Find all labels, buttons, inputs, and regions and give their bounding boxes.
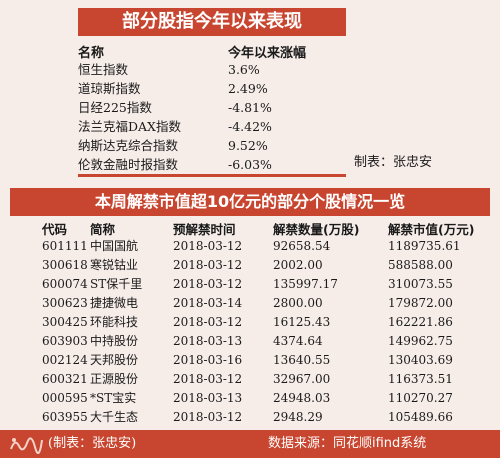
unlock-shares: 24948.03 xyxy=(273,391,331,405)
unlock-value: 116373.51 xyxy=(388,372,453,386)
unlock-date: 2018-03-12 xyxy=(173,258,243,272)
table1-header: 名称 今年以来涨幅 xyxy=(78,42,346,61)
unlock-shares: 2800.00 xyxy=(273,296,323,310)
stock-name: 中国国航 xyxy=(90,239,139,253)
index-change: -4.42% xyxy=(228,119,272,134)
table-row: 000595 *ST宝实 2018-03-13 24948.03 110270.… xyxy=(10,389,490,408)
table1-row: 伦敦金融时报指数 -6.03% xyxy=(78,155,346,174)
index-change: -4.81% xyxy=(228,100,272,115)
footer-credit: (制表：张忠安) xyxy=(48,436,137,451)
stock-name: ST保千里 xyxy=(90,277,143,291)
header-unlock-shares: 解禁数量(万股) xyxy=(273,222,360,237)
unlock-shares: 16125.43 xyxy=(273,315,331,329)
stock-code: 300425 xyxy=(42,315,88,329)
table1-row: 道琼斯指数 2.49% xyxy=(78,79,346,98)
index-change: 2.49% xyxy=(228,81,268,96)
unlock-shares: 2948.29 xyxy=(273,410,323,424)
table1-row: 日经225指数 -4.81% xyxy=(78,98,346,117)
stock-code: 300623 xyxy=(42,296,88,310)
stock-code: 600074 xyxy=(42,277,88,291)
unlock-shares: 32967.00 xyxy=(273,372,331,386)
unlock-date: 2018-03-12 xyxy=(173,277,243,291)
table1-row: 纳斯达克综合指数 9.52% xyxy=(78,136,346,155)
table-row: 002124 天邦股份 2018-03-16 13640.55 130403.6… xyxy=(10,351,490,370)
unlock-date: 2018-03-13 xyxy=(173,334,243,348)
table1-title: 部分股指今年以来表现 xyxy=(78,8,346,36)
table1-row: 恒生指数 3.6% xyxy=(78,60,346,79)
index-name: 纳斯达克综合指数 xyxy=(78,138,179,153)
index-name: 日经225指数 xyxy=(78,100,152,115)
stock-name: 环能科技 xyxy=(90,315,139,329)
unlock-value: 105489.66 xyxy=(388,410,453,424)
table-row: 603903 中持股份 2018-03-13 4374.64 149962.75 xyxy=(10,332,490,351)
header-unlock-value: 解禁市值(万元) xyxy=(388,222,475,237)
table2-title: 本周解禁市值超10亿元的部分个股情况一览 xyxy=(10,188,490,216)
newspaper-logo-icon xyxy=(10,437,43,454)
unlock-date: 2018-03-16 xyxy=(173,353,243,367)
unlock-shares: 2002.00 xyxy=(273,258,323,272)
stock-code: 601111 xyxy=(42,239,88,253)
unlock-date: 2018-03-12 xyxy=(173,239,243,253)
index-name: 伦敦金融时报指数 xyxy=(78,157,179,172)
table2-header: 代码 简称 预解禁时间 解禁数量(万股) 解禁市值(万元) xyxy=(10,219,490,237)
header-code: 代码 xyxy=(42,222,68,237)
stock-name: 天邦股份 xyxy=(90,353,139,367)
index-name: 法兰克福DAX指数 xyxy=(78,119,181,134)
unlock-shares: 92658.54 xyxy=(273,239,331,253)
stock-code: 002124 xyxy=(42,353,88,367)
index-name: 道琼斯指数 xyxy=(78,81,141,96)
table-row: 300618 寒锐钴业 2018-03-12 2002.00 588588.00 xyxy=(10,256,490,275)
header-short-name: 简称 xyxy=(90,222,116,237)
table-row: 603955 大千生态 2018-03-12 2948.29 105489.66 xyxy=(10,408,490,427)
table-row: 600074 ST保千里 2018-03-12 135997.17 310073… xyxy=(10,275,490,294)
unlock-shares: 4374.64 xyxy=(273,334,323,348)
header-unlock-date: 预解禁时间 xyxy=(173,222,236,237)
unlock-value: 179872.00 xyxy=(388,296,453,310)
table-row: 300623 捷捷微电 2018-03-14 2800.00 179872.00 xyxy=(10,294,490,313)
unlock-shares: 135997.17 xyxy=(273,277,338,291)
unlock-date: 2018-03-12 xyxy=(173,315,243,329)
table1-header-value: 今年以来涨幅 xyxy=(228,46,307,61)
stock-code: 603955 xyxy=(42,410,88,424)
unlock-date: 2018-03-14 xyxy=(173,296,243,310)
unlock-value: 110270.27 xyxy=(388,391,453,405)
stock-name: 寒锐钴业 xyxy=(90,258,139,272)
stock-code: 600321 xyxy=(42,372,88,386)
unlock-value: 310073.55 xyxy=(388,277,453,291)
unlock-date: 2018-03-12 xyxy=(173,410,243,424)
unlock-value: 588588.00 xyxy=(388,258,453,272)
index-change: 3.6% xyxy=(228,62,260,77)
unlock-shares: 13640.55 xyxy=(273,353,331,367)
unlock-value: 1189735.61 xyxy=(388,239,461,253)
unlock-value: 130403.69 xyxy=(388,353,453,367)
footer-bar: (制表：张忠安) 数据来源：同花顺ifind系统 xyxy=(0,430,500,458)
unlock-date: 2018-03-12 xyxy=(173,372,243,386)
stock-code: 000595 xyxy=(42,391,88,405)
stock-name: *ST宝实 xyxy=(90,391,137,405)
table-row: 601111 中国国航 2018-03-12 92658.54 1189735.… xyxy=(10,237,490,256)
unlock-value: 162221.86 xyxy=(388,315,453,329)
table1-divider xyxy=(78,174,346,177)
index-change: -6.03% xyxy=(228,157,272,172)
stock-name: 捷捷微电 xyxy=(90,296,139,310)
stock-code: 603903 xyxy=(42,334,88,348)
table-row: 600321 正源股份 2018-03-12 32967.00 116373.5… xyxy=(10,370,490,389)
table-row: 300425 环能科技 2018-03-12 16125.43 162221.8… xyxy=(10,313,490,332)
data-source: 数据来源：同花顺ifind系统 xyxy=(268,436,427,451)
index-name: 恒生指数 xyxy=(78,62,129,77)
stock-name: 大千生态 xyxy=(90,410,139,424)
table1-credit: 制表：张忠安 xyxy=(354,155,433,170)
unlock-value: 149962.75 xyxy=(388,334,453,348)
index-change: 9.52% xyxy=(228,138,268,153)
unlock-date: 2018-03-13 xyxy=(173,391,243,405)
stock-name: 正源股份 xyxy=(90,372,139,386)
stock-code: 300618 xyxy=(42,258,88,272)
stock-name: 中持股份 xyxy=(90,334,139,348)
table1-row: 法兰克福DAX指数 -4.42% xyxy=(78,117,346,136)
table1-header-name: 名称 xyxy=(78,46,105,61)
